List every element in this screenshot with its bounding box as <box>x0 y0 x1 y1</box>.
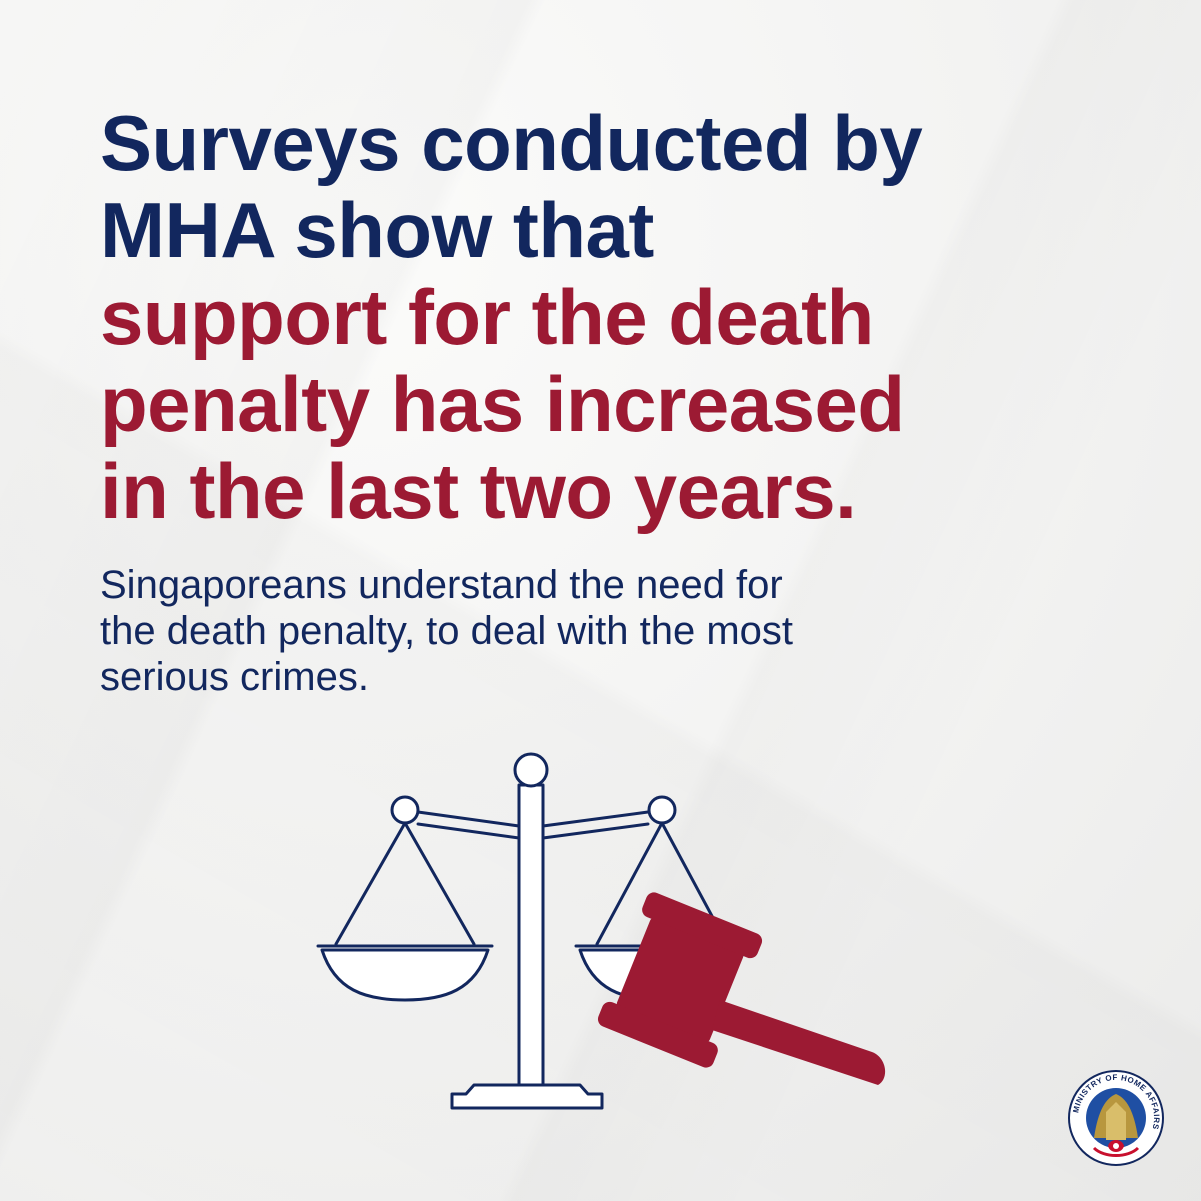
headline-line-3: support for the death <box>100 273 874 361</box>
subtext-line-1: Singaporeans understand the need for <box>100 563 783 607</box>
headline-line-4: penalty has increased <box>100 360 905 448</box>
headline-line-5: in the last two years. <box>100 447 857 535</box>
headline: Surveys conducted by MHA show that suppo… <box>100 100 1120 535</box>
subtext-line-3: serious crimes. <box>100 655 369 699</box>
gavel-icon <box>597 892 886 1085</box>
scales-and-gavel-illustration <box>316 752 886 1110</box>
headline-line-2: MHA show that <box>100 186 654 274</box>
subtext: Singaporeans understand the need for the… <box>100 562 1100 700</box>
headline-line-1: Surveys conducted by <box>100 99 923 187</box>
subtext-line-2: the death penalty, to deal with the most <box>100 609 794 653</box>
mha-crest-logo: MINISTRY OF HOME AFFAIRS <box>1068 1070 1164 1166</box>
